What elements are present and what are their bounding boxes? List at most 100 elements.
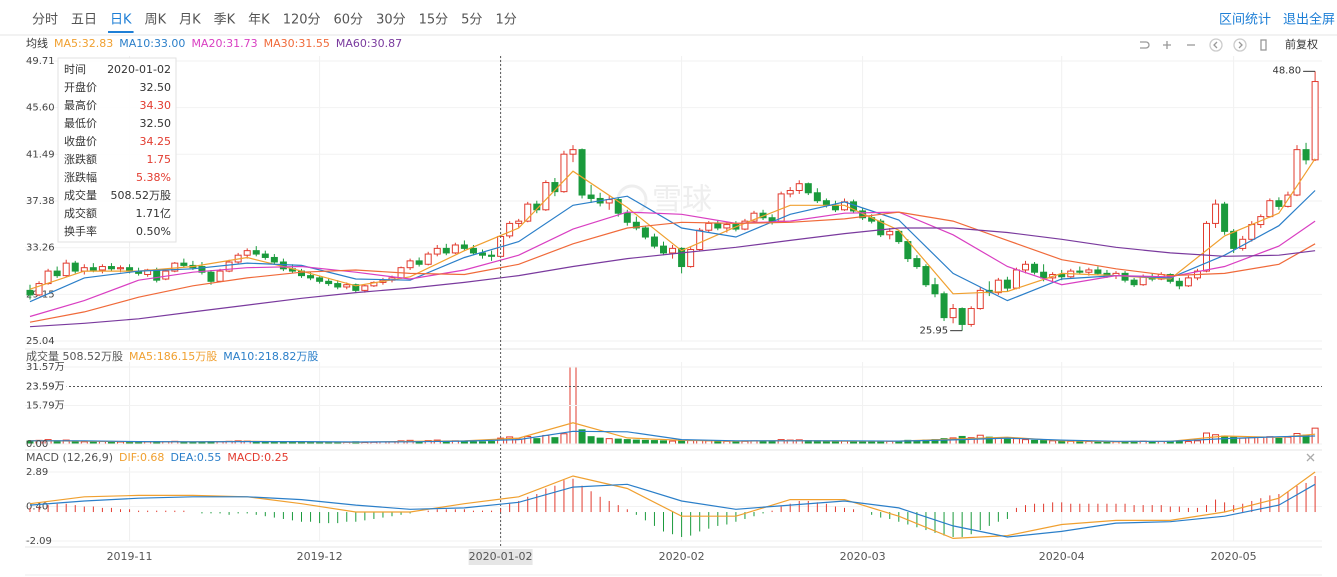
y-tick-label: 15.79万 — [26, 400, 65, 411]
period-tab[interactable]: 周K — [145, 13, 167, 28]
period-tab[interactable]: 日K — [110, 13, 132, 28]
volume-bar — [1284, 436, 1292, 445]
candle-body — [171, 262, 179, 272]
prev-icon[interactable] — [1209, 38, 1223, 52]
extreme-label: 48.80 — [1272, 65, 1301, 76]
close-macd-icon[interactable] — [1306, 453, 1315, 462]
volume-bar — [1040, 440, 1048, 445]
tooltip-value: 1.71亿 — [136, 207, 172, 220]
candle-body — [587, 194, 595, 199]
candle-body — [252, 250, 260, 255]
volume-bar — [1003, 438, 1011, 445]
legend-label: MA30:31.55 — [264, 37, 330, 50]
adjust-option[interactable]: 前复权 — [1285, 37, 1318, 51]
tooltip-label: 涨跌额 — [64, 152, 97, 166]
candle-body — [524, 203, 532, 222]
period-tab[interactable]: 5分 — [461, 13, 482, 28]
x-tick-label: 2020-04 — [1039, 550, 1085, 563]
chart-tools — [1140, 38, 1315, 462]
candle-body — [107, 266, 115, 270]
period-tab[interactable]: 120分 — [283, 13, 321, 28]
candle-body — [976, 289, 984, 310]
candle-body — [922, 266, 930, 286]
candle-body — [1266, 200, 1274, 218]
x-tick-highlight — [468, 549, 533, 565]
tooltip-label: 收盘价 — [64, 134, 97, 148]
candle-body — [1248, 224, 1256, 240]
extreme-label: 25.95 — [920, 326, 949, 337]
candle-body — [1275, 200, 1283, 207]
period-tab[interactable]: 15分 — [419, 13, 449, 28]
candle-body — [623, 212, 631, 223]
tooltip-label: 成交额 — [64, 206, 97, 220]
candle-body — [343, 284, 351, 288]
candle-body — [1040, 271, 1048, 279]
volume-bar — [623, 439, 631, 445]
volume-ma-line — [30, 430, 1316, 443]
period-tab[interactable]: 分时 — [32, 13, 58, 28]
x-tick-label: 2020-05 — [1211, 550, 1257, 563]
volume-bar — [542, 434, 550, 445]
candle-body — [813, 192, 821, 202]
candle-body — [515, 220, 523, 224]
tooltip-value: 34.25 — [140, 135, 172, 148]
volume-bar — [1012, 438, 1020, 445]
volume-bar — [551, 437, 559, 445]
candle-body — [506, 222, 514, 237]
candle-body — [569, 149, 577, 155]
volume-bar — [632, 439, 640, 445]
candle-body — [117, 267, 124, 270]
candle-body — [243, 250, 251, 256]
tooltip-value: 32.50 — [140, 117, 172, 130]
candle-body — [98, 266, 106, 271]
period-tab[interactable]: 年K — [248, 13, 270, 28]
tooltip-value: 32.50 — [140, 81, 172, 94]
tooltip-value: 508.52万股 — [111, 189, 172, 202]
candle-body — [822, 200, 830, 206]
candle-body — [279, 261, 287, 270]
crosshair-label: 23.59万 — [26, 381, 65, 392]
candle-body — [786, 190, 794, 195]
candle-body — [795, 183, 803, 192]
y-tick-label: 31.57万 — [26, 362, 65, 373]
next-icon[interactable] — [1233, 38, 1247, 52]
zoom-in-icon[interactable] — [1163, 41, 1171, 49]
legend-label: MACD:0.25 — [227, 451, 288, 464]
legend-label: MA10:218.82万股 — [223, 350, 318, 363]
candle-body — [831, 204, 839, 211]
tooltip-value: 2020-01-02 — [107, 63, 171, 76]
candle-body — [198, 266, 206, 273]
candle-body — [415, 260, 423, 265]
toolbar-action[interactable]: 区间统计 — [1219, 13, 1271, 28]
period-tab[interactable]: 30分 — [376, 13, 406, 28]
volume-bar — [614, 438, 622, 445]
x-tick-label: 2019-12 — [297, 550, 343, 563]
candle-icon[interactable] — [1260, 39, 1267, 51]
candle-body — [44, 270, 52, 285]
volume-bar — [1022, 439, 1029, 445]
candle-body — [877, 220, 885, 236]
candle-body — [1058, 273, 1066, 278]
legend-label: MA5:186.15万股 — [129, 350, 217, 363]
legend-label: MACD (12,26,9) — [26, 451, 113, 464]
reset-icon[interactable] — [1140, 41, 1150, 49]
candle-body — [53, 270, 61, 277]
period-tab[interactable]: 五日 — [71, 13, 97, 28]
x-tick-label: 2020-03 — [840, 550, 886, 563]
candle-body — [750, 212, 758, 222]
volume-bar — [596, 437, 604, 445]
period-tab[interactable]: 季K — [214, 13, 236, 28]
candle-body — [696, 229, 704, 251]
period-tab[interactable]: 月K — [179, 13, 201, 28]
toolbar-action[interactable]: 退出全屏 — [1283, 12, 1335, 28]
period-tab[interactable]: 1分 — [495, 13, 516, 28]
candle-body — [804, 183, 812, 194]
candle-body — [614, 199, 622, 214]
candle-body — [316, 277, 324, 282]
candle-body — [741, 220, 749, 230]
tooltip-label: 涨跌幅 — [64, 170, 97, 184]
period-tab[interactable]: 60分 — [334, 13, 364, 28]
ma-line — [29, 227, 1316, 328]
candle-body — [650, 236, 658, 247]
candle-body — [225, 261, 233, 272]
